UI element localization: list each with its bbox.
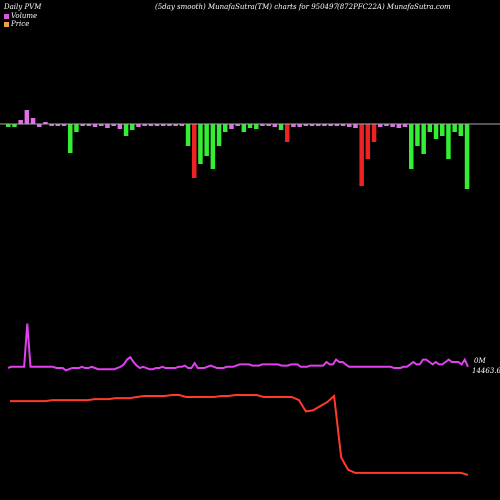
pvm-bar [136, 124, 141, 127]
pvm-bar [440, 124, 445, 136]
pvm-bar [111, 124, 116, 126]
pvm-bar [371, 124, 377, 142]
pvm-bar [415, 124, 420, 146]
price-value-label: 14463.60 [472, 367, 500, 375]
pvm-bar [402, 124, 408, 127]
pvm-bar [68, 124, 73, 153]
pvm-bar [229, 124, 234, 129]
pvm-bar [285, 124, 290, 142]
pvm-bar [12, 124, 17, 127]
pvm-bar [328, 124, 333, 126]
pvm-bar [297, 124, 302, 127]
chart-right-title: (872PFC22A) MunafaSutra.com [337, 3, 451, 11]
pvm-bar [130, 124, 135, 130]
legend-price: Price [4, 20, 29, 28]
pvm-bar [185, 124, 191, 146]
pvm-bar [179, 124, 185, 126]
pvm-bar [272, 124, 278, 127]
price-line [10, 393, 469, 476]
pvm-bar [334, 124, 340, 126]
pvm-bar [316, 124, 321, 126]
pvm-bar [74, 124, 79, 132]
pvm-bar [353, 124, 358, 128]
pvm-bar [99, 124, 104, 126]
pvm-bar [24, 110, 30, 124]
pvm-bar [117, 124, 123, 129]
pvm-bar [216, 124, 222, 146]
pvm-bar [409, 124, 414, 169]
pvm-bar [223, 124, 228, 132]
pvm-bar [347, 124, 352, 127]
pvm-bar [173, 124, 178, 126]
pvm-bar [278, 124, 284, 130]
chart-center-title: (5day smooth) MunafaSutra(TM) charts for… [155, 3, 338, 11]
pvm-bar [446, 124, 451, 159]
pvm-bar [210, 124, 216, 169]
pvm-bar [464, 124, 470, 189]
pvm-bar [49, 124, 54, 126]
pvm-bar [154, 124, 160, 126]
pvm-bar [303, 124, 309, 126]
pvm-bar [458, 124, 464, 136]
pvm-bar [204, 124, 209, 156]
pvm-bar [235, 124, 240, 126]
pvm-bar [365, 124, 371, 159]
pvm-bar [43, 122, 48, 124]
pvm-bar [322, 124, 327, 126]
pvm-bar [142, 124, 147, 126]
legend-volume-label: Volume [11, 12, 38, 20]
legend-volume: Volume [4, 12, 37, 20]
pvm-bar [390, 124, 395, 127]
pvm-bar [61, 124, 67, 126]
pvm-bar [167, 124, 172, 126]
pvm-bar [55, 124, 61, 126]
volume-value-label: 0M [474, 357, 486, 365]
pvm-bar [291, 124, 296, 127]
pvm-bar [37, 124, 42, 127]
pvm-bar [309, 124, 315, 126]
pvm-bar [30, 118, 36, 124]
pvm-bar [161, 124, 166, 126]
legend-price-swatch [4, 21, 9, 27]
pvm-bar [86, 124, 92, 126]
pvm-bar [192, 124, 197, 178]
pvm-bar [123, 124, 129, 136]
pvm-bar [378, 124, 383, 127]
pvm-bar [452, 124, 457, 132]
pvm-bar [80, 124, 85, 126]
pvm-bar [198, 124, 203, 164]
pvm-bar [396, 124, 402, 128]
pvm-bar [247, 124, 253, 128]
pvm-bar [92, 124, 98, 127]
pvm-bars [6, 110, 470, 189]
pvm-bar [340, 124, 346, 126]
pvm-bar [105, 124, 110, 128]
pvm-bar [427, 124, 433, 132]
pvm-bar [241, 124, 247, 132]
pvm-bar [260, 124, 265, 126]
pvm-bar [433, 124, 439, 139]
pvm-bar [359, 124, 364, 186]
pvm-bar [421, 124, 426, 154]
pvm-bar [266, 124, 271, 126]
legend-price-label: Price [11, 20, 30, 28]
legend-volume-swatch [4, 13, 9, 19]
pvm-bar [18, 120, 23, 124]
chart-left-title: Daily PVM [4, 3, 42, 11]
pvm-bar [6, 124, 11, 127]
pvm-bar [148, 124, 154, 126]
pvm-bar [384, 124, 389, 126]
volume-line [7, 323, 469, 372]
pvm-bar [254, 124, 259, 129]
